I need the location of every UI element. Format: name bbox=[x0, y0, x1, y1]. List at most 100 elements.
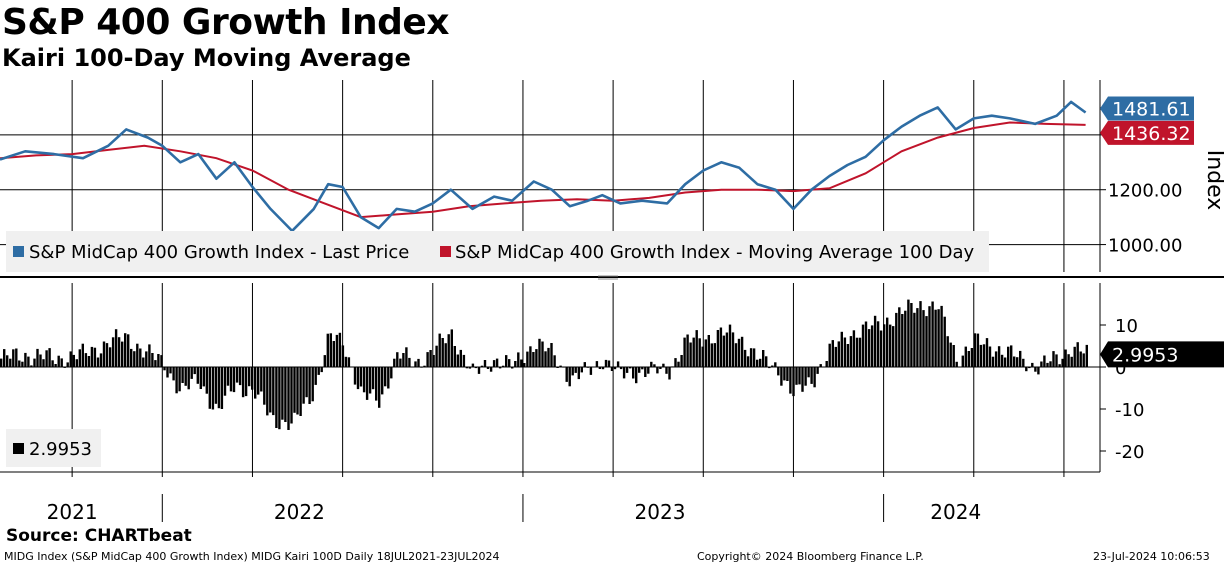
x-year-label: 2024 bbox=[930, 500, 981, 524]
kairi-last-value-tag-text: 2.9953 bbox=[1112, 344, 1178, 366]
kairi-bar bbox=[613, 367, 617, 370]
kairi-bar bbox=[544, 351, 547, 367]
chart-title: S&P 400 Growth Index bbox=[2, 2, 450, 43]
kairi-bar bbox=[904, 310, 907, 367]
kairi-bar bbox=[269, 367, 272, 413]
kairi-bar bbox=[36, 348, 39, 367]
kairi-bar bbox=[886, 317, 889, 367]
price-legend-box bbox=[6, 231, 989, 272]
kairi-bar bbox=[87, 356, 91, 367]
kairi-bar bbox=[955, 361, 958, 367]
kairi-bar bbox=[96, 357, 100, 367]
kairi-bar bbox=[671, 366, 674, 367]
kairi-bar bbox=[447, 334, 450, 367]
kairi-bar bbox=[1061, 358, 1064, 367]
kairi-bar bbox=[680, 355, 683, 367]
kairi-bar bbox=[653, 364, 656, 367]
kairi-bar bbox=[169, 367, 172, 374]
kairi-bar bbox=[63, 367, 66, 368]
kairi-bar bbox=[314, 367, 317, 385]
kairi-bar bbox=[873, 315, 877, 367]
kairi-bar bbox=[127, 334, 130, 367]
kairi-bar bbox=[492, 360, 496, 367]
kairi-bar bbox=[1000, 354, 1004, 367]
kairi-bar bbox=[928, 306, 931, 367]
price-y-tick-label: 1200.00 bbox=[1108, 181, 1182, 202]
kairi-bar bbox=[468, 367, 472, 369]
kairi-bar bbox=[329, 333, 332, 367]
kairi-legend-swatch bbox=[13, 443, 24, 454]
footer-copyright: Copyright© 2024 Bloomberg Finance L.P. bbox=[697, 550, 924, 563]
kairi-bar bbox=[75, 359, 78, 367]
kairi-bar bbox=[810, 367, 813, 384]
kairi-bar bbox=[114, 329, 118, 367]
kairi-bar bbox=[296, 367, 299, 415]
kairi-bar bbox=[365, 367, 369, 400]
kairi-bar bbox=[90, 346, 94, 367]
kairi-bar bbox=[1025, 367, 1028, 372]
kairi-bar bbox=[93, 347, 97, 367]
kairi-bar bbox=[1013, 356, 1016, 367]
kairi-last-value-tag-box bbox=[1100, 341, 1224, 368]
kairi-bar bbox=[879, 330, 883, 367]
kairi-bar bbox=[674, 358, 677, 367]
kairi-bar bbox=[0, 358, 3, 367]
kairi-bar bbox=[689, 342, 692, 367]
kairi-bar bbox=[994, 351, 998, 367]
kairi-bar bbox=[610, 367, 614, 371]
kairi-bar bbox=[571, 367, 574, 376]
kairi-bar bbox=[1016, 357, 1019, 367]
kairi-bar bbox=[1007, 346, 1010, 367]
kairi-bar bbox=[108, 347, 112, 367]
kairi-bar bbox=[831, 340, 834, 367]
kairi-bar bbox=[867, 329, 871, 367]
kairi-bar bbox=[362, 367, 366, 393]
kairi-bar bbox=[193, 367, 196, 375]
kairi-bar bbox=[625, 367, 629, 373]
kairi-bar bbox=[465, 367, 469, 369]
kairi-bar bbox=[190, 367, 193, 379]
kairi-bar bbox=[686, 334, 689, 367]
kairi-bar bbox=[302, 367, 305, 404]
kairi-bar bbox=[27, 356, 30, 367]
kairi-bar bbox=[580, 367, 583, 373]
kairi-bar bbox=[734, 343, 738, 367]
kairi-bar bbox=[381, 367, 384, 395]
kairi-bar bbox=[238, 367, 242, 386]
kairi-bar bbox=[148, 344, 151, 367]
kairi-bar bbox=[344, 356, 348, 367]
kairi-legend: 2.9953 bbox=[6, 429, 101, 467]
kairi-bar bbox=[985, 338, 989, 367]
kairi-bar bbox=[619, 367, 623, 370]
kairi-bar bbox=[220, 367, 224, 409]
kairi-bar bbox=[102, 341, 106, 367]
kairi-bar bbox=[771, 365, 774, 367]
kairi-bar bbox=[375, 367, 378, 401]
kairi-bar bbox=[72, 354, 75, 367]
kairi-bar bbox=[308, 367, 311, 404]
legend-ma-swatch bbox=[440, 246, 451, 257]
kairi-bar bbox=[317, 367, 320, 375]
price-series-line bbox=[0, 100, 1087, 233]
kairi-bar bbox=[743, 349, 747, 367]
x-year-label: 2021 bbox=[47, 500, 98, 524]
kairi-bar bbox=[716, 330, 720, 367]
kairi-bar bbox=[293, 367, 296, 413]
kairi-bar bbox=[907, 299, 910, 367]
kairi-bar bbox=[387, 367, 390, 389]
kairi-bar bbox=[562, 367, 565, 368]
kairi-bar bbox=[166, 367, 169, 378]
kairi-bar bbox=[486, 367, 490, 369]
kairi-bar bbox=[136, 343, 139, 367]
kairi-bar bbox=[311, 367, 314, 402]
kairi-bar bbox=[840, 331, 843, 367]
kairi-bar bbox=[1022, 358, 1025, 367]
kairi-bar bbox=[910, 303, 913, 367]
kairi-bar bbox=[275, 367, 278, 428]
kairi-bar bbox=[601, 367, 605, 370]
kairi-bar bbox=[105, 343, 109, 367]
panel-divider[interactable] bbox=[0, 273, 1224, 282]
kairi-bar bbox=[710, 343, 713, 367]
kairi-bar bbox=[508, 359, 511, 367]
